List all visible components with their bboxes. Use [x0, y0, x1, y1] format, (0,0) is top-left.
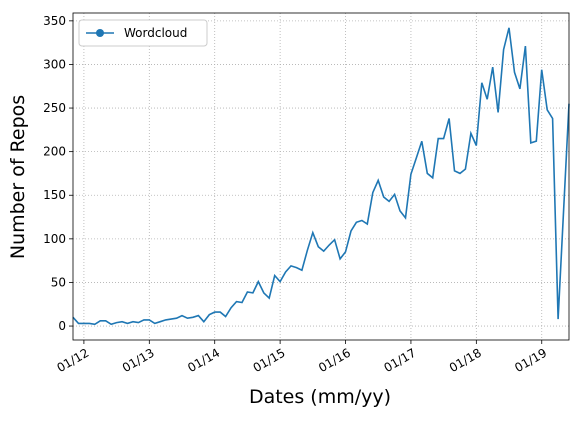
y-tick-label: 300 [43, 57, 66, 71]
y-tick-label: 0 [58, 319, 66, 333]
x-tick-label: 01/15 [251, 346, 288, 375]
axes-frame [72, 12, 570, 341]
x-tick-label: 01/16 [316, 346, 353, 375]
y-tick-label: 250 [43, 101, 66, 115]
y-tick-label: 350 [43, 14, 66, 28]
y-tick-label: 50 [51, 275, 66, 289]
x-tick-label: 01/17 [381, 346, 418, 375]
x-tick-label: 01/19 [512, 346, 549, 375]
x-axis-label: Dates (mm/yy) [249, 386, 391, 408]
x-tick-label: 01/14 [185, 346, 222, 375]
x-tick-label: 01/18 [447, 346, 484, 375]
x-tick-label: 01/12 [54, 346, 91, 375]
y-axis-label: Number of Repos [7, 95, 29, 259]
legend-marker [96, 29, 104, 37]
legend-box [78, 19, 208, 47]
line [72, 27, 570, 326]
y-tick-label: 150 [43, 188, 66, 202]
y-tick-label: 100 [43, 232, 66, 246]
x-tick-label: 01/13 [120, 346, 157, 375]
y-tick-label: 200 [43, 145, 66, 159]
legend-label: Wordcloud [124, 26, 187, 40]
